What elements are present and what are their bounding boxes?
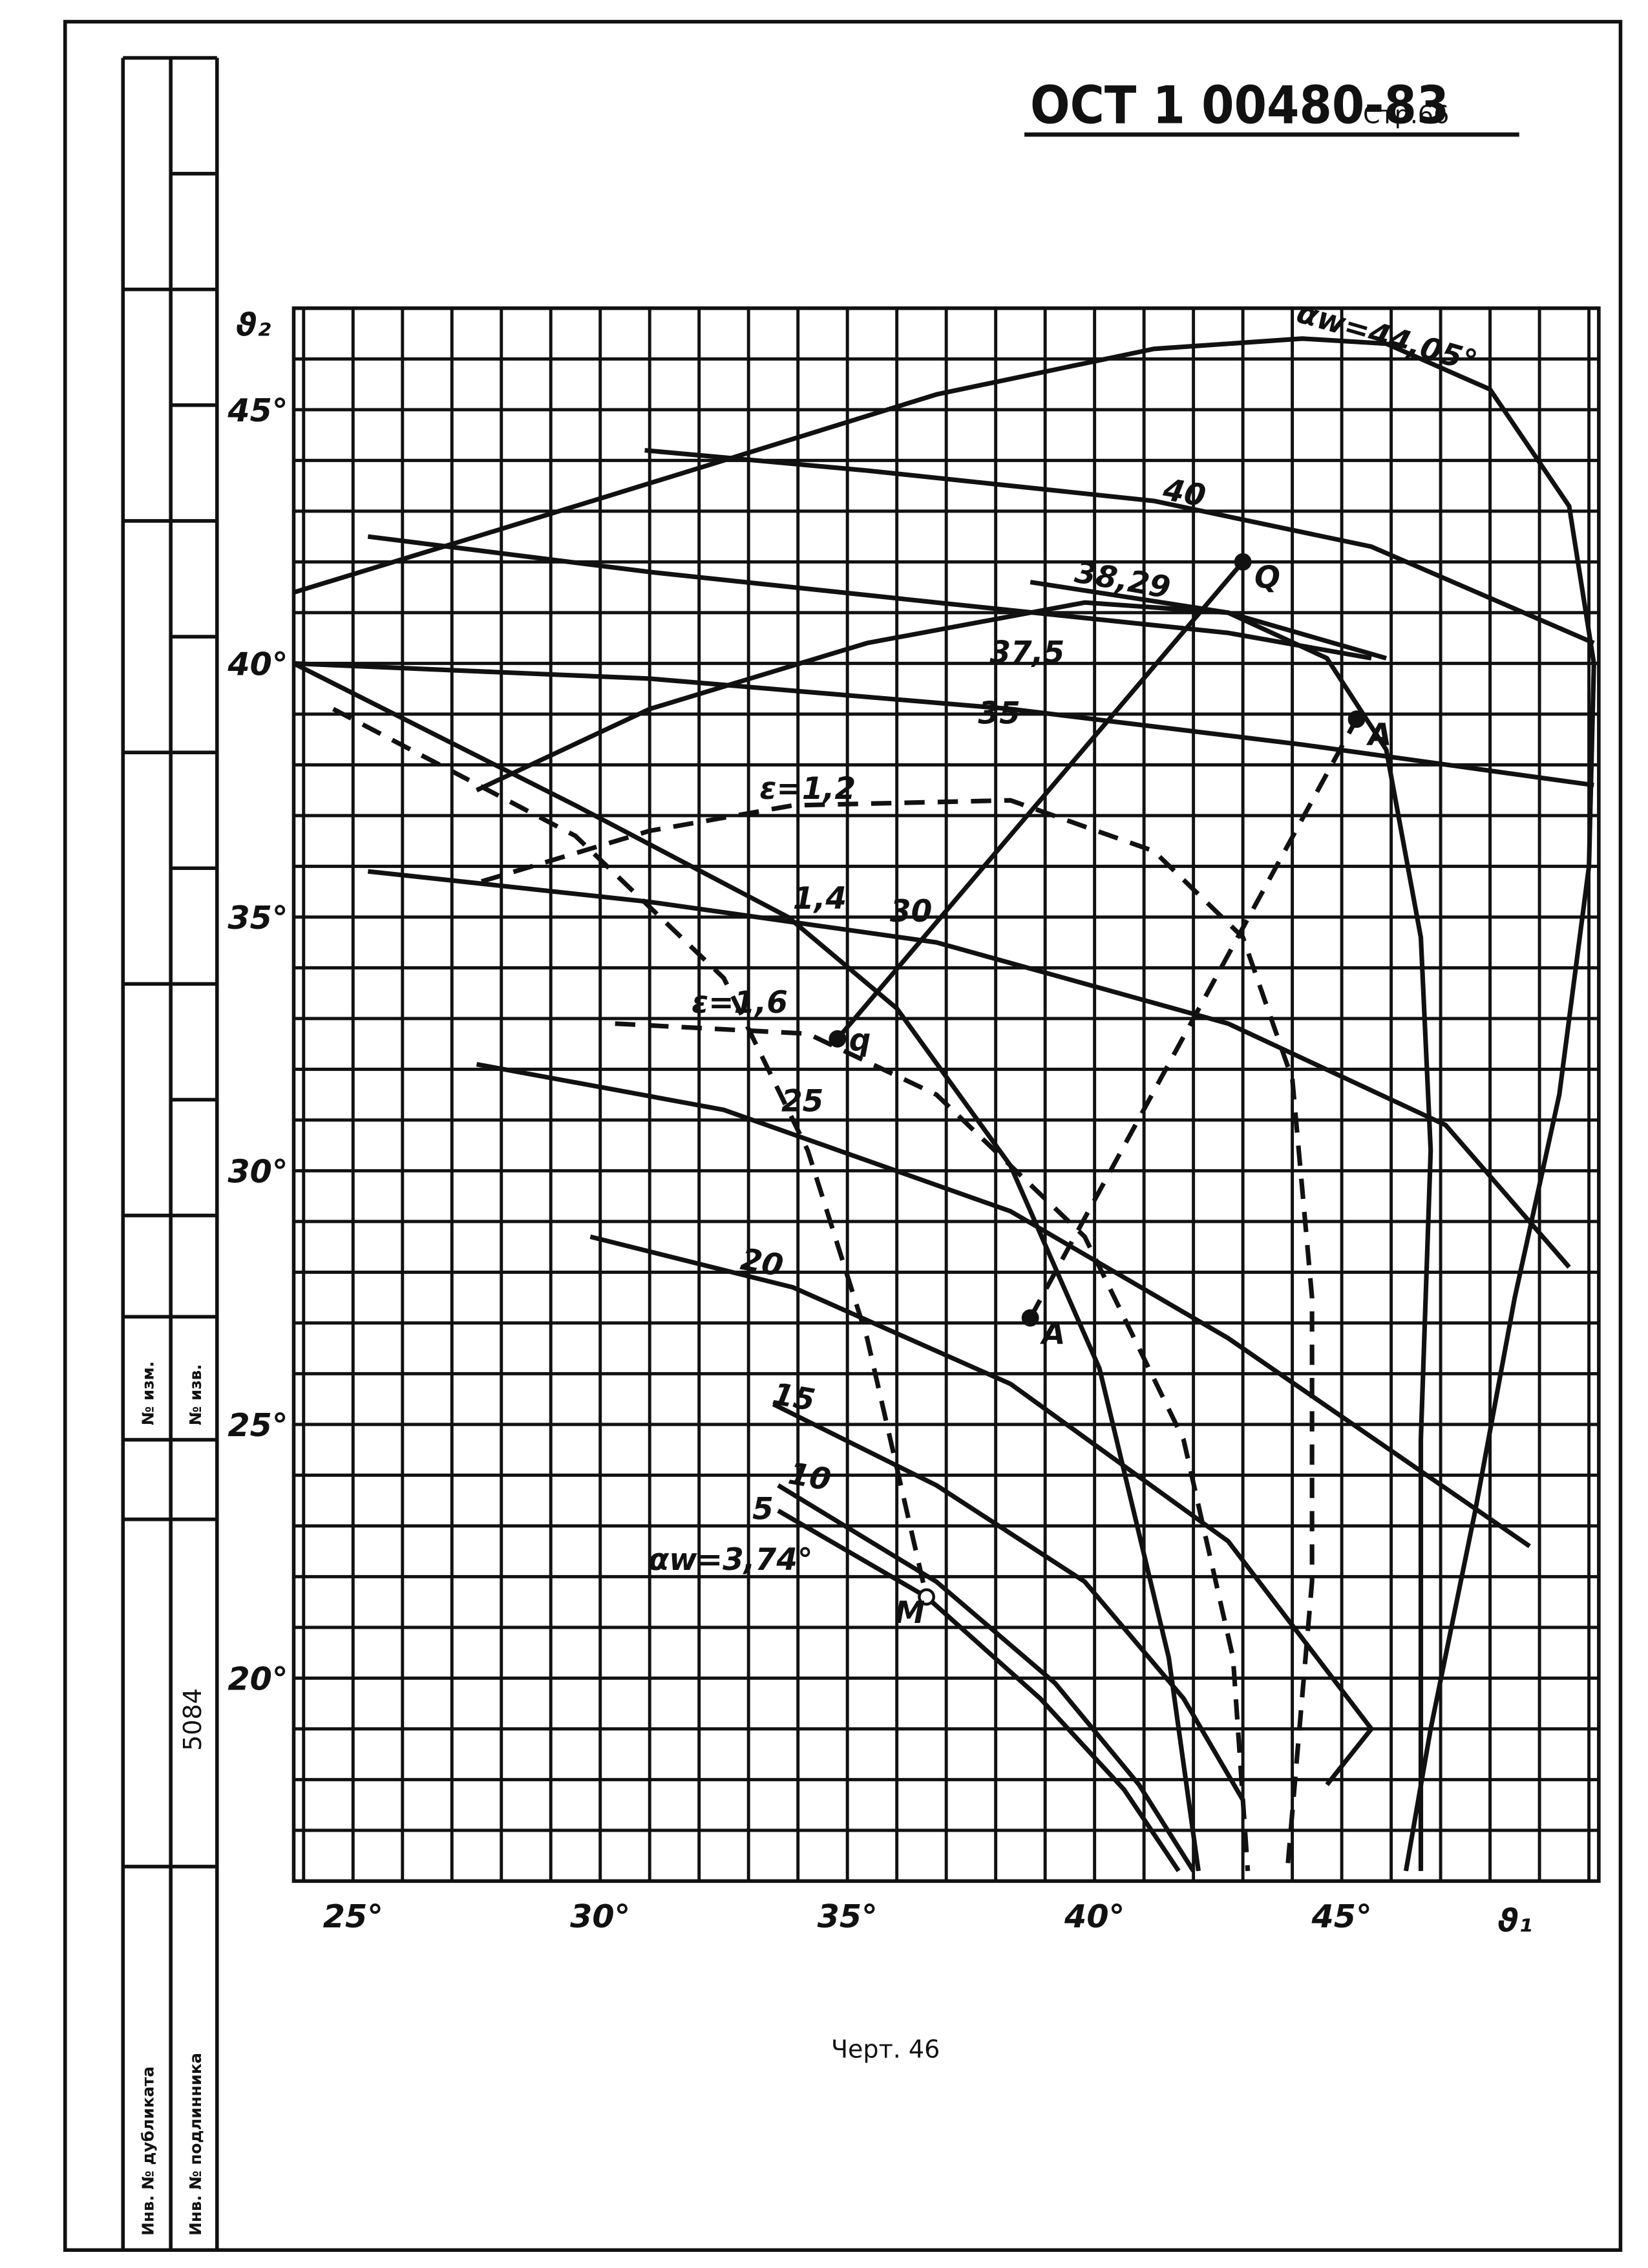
marked-point xyxy=(1021,1309,1039,1327)
x-tick-label: 45° xyxy=(1311,1898,1372,1935)
y-tick-label: 45° xyxy=(227,392,288,429)
x-tick-label: 25° xyxy=(323,1898,383,1935)
contour-line xyxy=(772,1402,1245,1801)
marked-point xyxy=(918,1588,936,1606)
stamp-notice-no: № изв. xyxy=(186,1364,205,1426)
contour-label: 40 xyxy=(1160,472,1209,514)
contour-line xyxy=(293,336,1596,1872)
y-tick-label: 40° xyxy=(227,645,288,683)
figure-caption: Черт. 46 xyxy=(831,2035,940,2063)
y-tick-label: 20° xyxy=(227,1660,288,1697)
contour-label: 1,4 xyxy=(793,881,847,917)
x-tick-label: 40° xyxy=(1064,1898,1125,1935)
y-axis-label: ϑ₂ xyxy=(236,306,271,343)
stamp-change-no: № изм. xyxy=(138,1361,157,1425)
contour-line xyxy=(367,534,1372,661)
contour-label: ε=1,2 xyxy=(759,771,856,807)
contour-line xyxy=(476,1062,1531,1549)
doc-code: ОСТ 1 00480-83 xyxy=(1030,75,1449,136)
marked-point xyxy=(1347,710,1366,728)
x-tick-label: 35° xyxy=(818,1898,878,1935)
stamp-duplicate: Инв. № дубликата xyxy=(138,2066,157,2236)
marked-point xyxy=(829,1030,847,1048)
marked-point xyxy=(1234,553,1252,571)
contour-line xyxy=(293,661,1594,788)
point-label: Q xyxy=(1254,560,1280,596)
point-label: q xyxy=(849,1023,871,1058)
outer-frame xyxy=(63,19,1623,2252)
contour-line xyxy=(589,1234,1374,1786)
point-label: M xyxy=(894,1595,925,1631)
contour-label: 20 xyxy=(738,1242,786,1284)
contour-line xyxy=(475,600,1433,1871)
contour-line xyxy=(777,1509,1181,1872)
y-tick-label: 30° xyxy=(227,1152,288,1190)
contour-line xyxy=(644,448,1595,646)
y-tick-label: 35° xyxy=(227,899,288,937)
contour-line xyxy=(836,560,1245,1041)
x-axis-label: ϑ₁ xyxy=(1497,1902,1532,1940)
contour-label: 5 xyxy=(752,1492,774,1527)
plot: 25° 30° 35° 40° 45° 20° 25° 30° 35° 40° 45° ϑ₂ ϑ₁ αw=… xyxy=(227,295,1601,1940)
contour-label: 30 xyxy=(890,894,932,929)
contour-line xyxy=(777,1483,1196,1872)
page-number: Стр.66 xyxy=(1363,100,1449,129)
contour-line xyxy=(1028,717,1359,1319)
contour-label: 10 xyxy=(786,1456,834,1498)
point-label: A xyxy=(1039,1316,1065,1351)
y-tick-label: 25° xyxy=(227,1406,288,1444)
contour-line xyxy=(332,706,929,1598)
x-tick-label: 30° xyxy=(570,1898,630,1935)
contour-label: 37,5 xyxy=(989,635,1064,670)
stamp-number: 5084 xyxy=(178,1688,207,1751)
contour-line xyxy=(367,869,1571,1269)
contour-line xyxy=(292,661,1201,1872)
stamp-original: Инв. № подлинника xyxy=(186,2053,205,2236)
contour-line xyxy=(481,798,1315,1871)
stamp-column: № изм. № изв. 5084 Инв. № дубликата Инв.… xyxy=(121,56,219,2251)
contour-line xyxy=(615,1021,1251,1871)
contour-label: 15 xyxy=(770,1376,818,1419)
point-label: A xyxy=(1366,717,1391,753)
contour-label: αw=3,74° xyxy=(648,1542,813,1578)
contour-label: 25 xyxy=(781,1083,823,1119)
contour-label: 35 xyxy=(978,695,1020,731)
